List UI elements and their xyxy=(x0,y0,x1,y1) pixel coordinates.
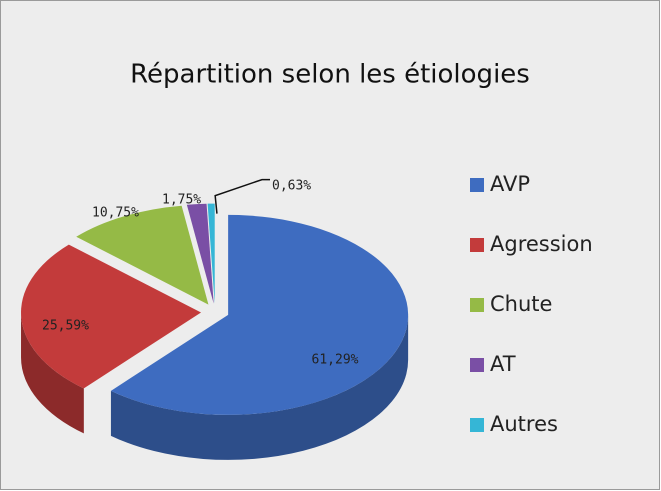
leader-line xyxy=(214,178,270,214)
slice xyxy=(207,203,215,304)
legend-label: AT xyxy=(490,352,516,376)
legend-swatch xyxy=(470,298,484,312)
data-label: 25,59% xyxy=(42,319,89,334)
legend-swatch xyxy=(470,238,484,252)
chart-title: Répartition selon les étiologies xyxy=(130,60,530,90)
legend-label: Agression xyxy=(490,232,593,256)
slice-side xyxy=(110,314,409,460)
legend: AVP Agression Chute AT Autres xyxy=(470,172,593,436)
slice-side xyxy=(21,312,84,434)
legend-label: AVP xyxy=(490,172,530,196)
data-label: 61,29% xyxy=(312,353,359,368)
legend-swatch xyxy=(470,178,484,192)
data-label: 0,63% xyxy=(272,179,311,194)
slice xyxy=(186,203,214,304)
data-label: 1,75% xyxy=(162,193,201,208)
slice xyxy=(21,244,202,389)
data-label: 10,75% xyxy=(92,206,139,221)
legend-swatch xyxy=(470,358,484,372)
pie: 61,29% 25,59% 10,75% 1,75% 0,63% xyxy=(21,178,409,460)
slice xyxy=(76,205,209,305)
slice xyxy=(110,214,409,415)
legend-swatch xyxy=(470,418,484,432)
legend-label: Autres xyxy=(490,412,558,436)
legend-label: Chute xyxy=(490,292,552,316)
